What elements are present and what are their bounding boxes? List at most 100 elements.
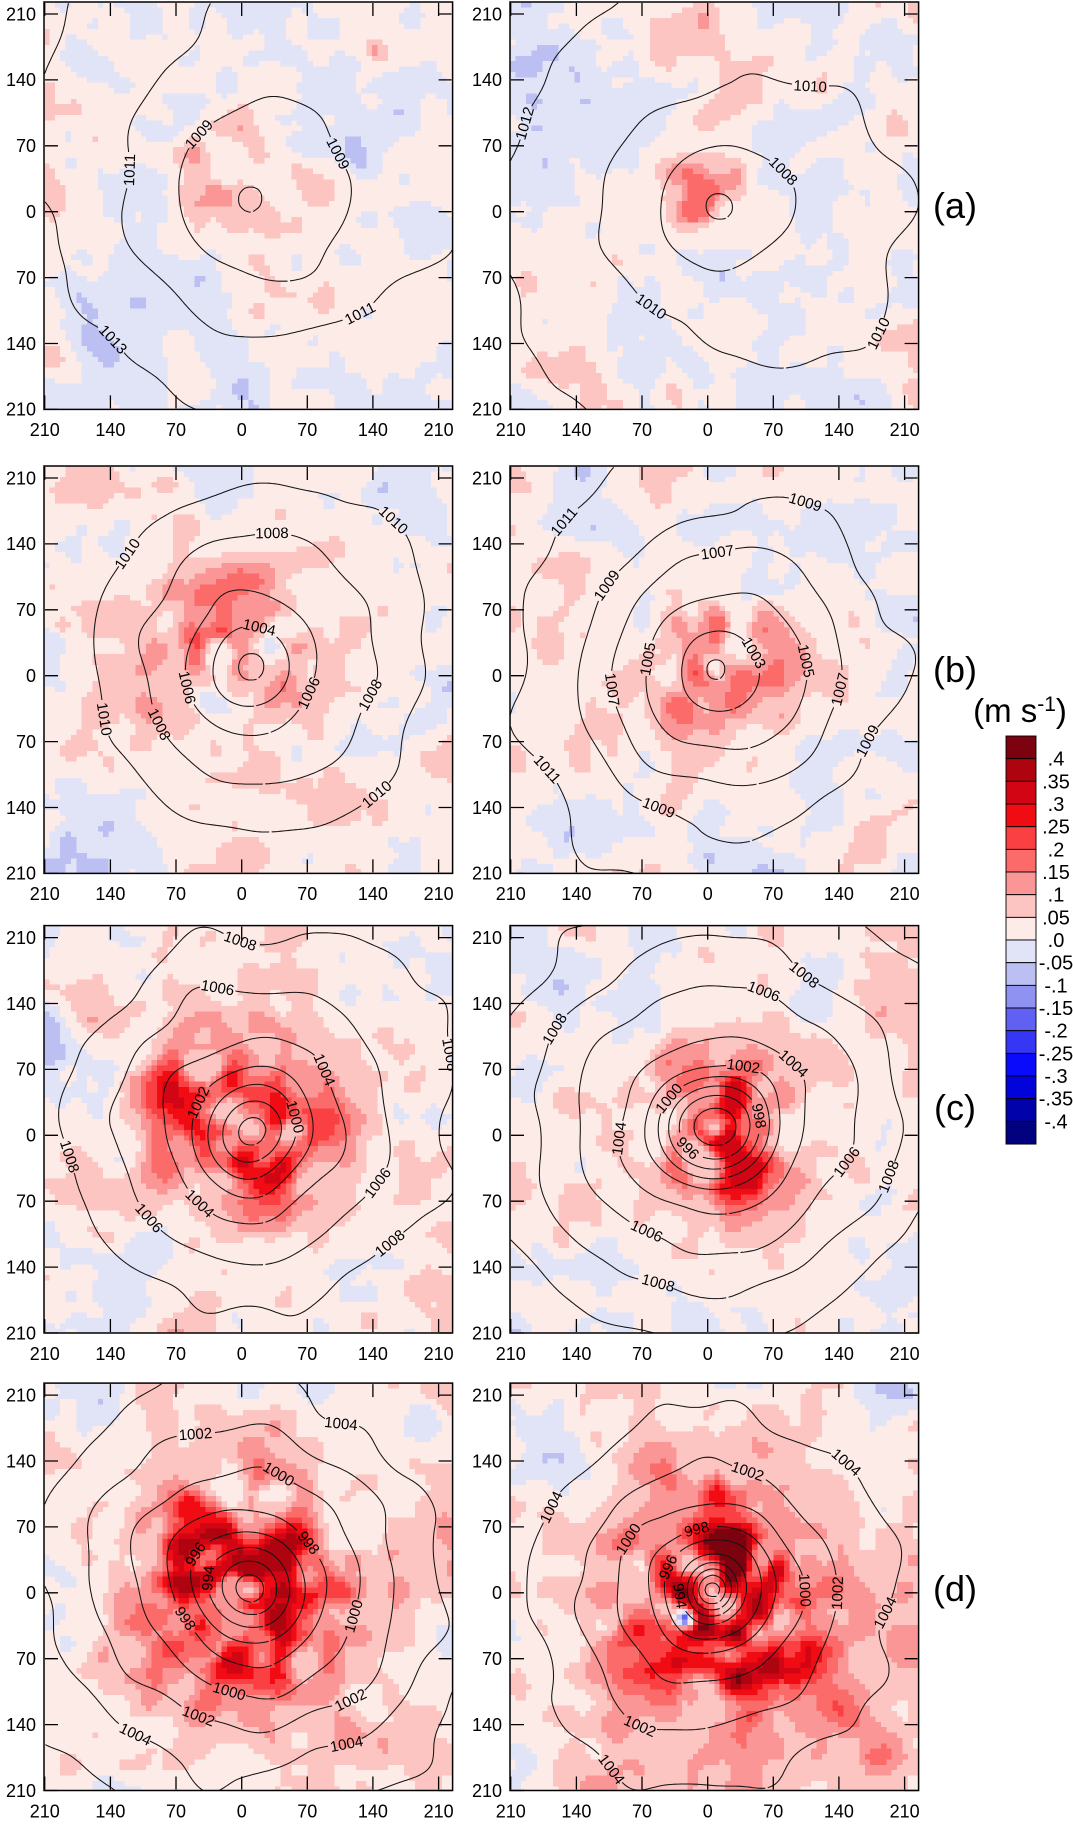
svg-text:140: 140 (561, 1344, 591, 1364)
svg-text:70: 70 (16, 1192, 36, 1212)
svg-text:140: 140 (358, 884, 388, 904)
svg-text:140: 140 (561, 884, 591, 904)
svg-text:70: 70 (482, 600, 502, 620)
svg-text:70: 70 (16, 1060, 36, 1080)
svg-text:70: 70 (16, 268, 36, 288)
svg-text:-.4: -.4 (1044, 1111, 1067, 1133)
svg-text:70: 70 (166, 420, 186, 440)
svg-text:70: 70 (632, 1801, 652, 1820)
svg-text:140: 140 (824, 884, 854, 904)
svg-text:-.05: -.05 (1039, 953, 1073, 975)
svg-text:.35: .35 (1042, 771, 1070, 793)
svg-text:0: 0 (237, 1801, 247, 1820)
svg-text:0: 0 (26, 666, 36, 686)
svg-text:0: 0 (703, 884, 713, 904)
svg-text:210: 210 (472, 928, 502, 948)
svg-text:210: 210 (496, 420, 526, 440)
svg-text:140: 140 (95, 1344, 125, 1364)
svg-text:140: 140 (6, 534, 36, 554)
svg-text:140: 140 (358, 420, 388, 440)
svg-text:1002: 1002 (829, 1576, 847, 1610)
svg-text:70: 70 (16, 732, 36, 752)
svg-text:140: 140 (472, 534, 502, 554)
svg-text:70: 70 (297, 420, 317, 440)
svg-text:-.25: -.25 (1039, 1043, 1073, 1065)
svg-text:210: 210 (30, 420, 60, 440)
svg-text:140: 140 (472, 798, 502, 818)
svg-text:70: 70 (763, 884, 783, 904)
svg-text:140: 140 (824, 1801, 854, 1820)
svg-text:70: 70 (166, 884, 186, 904)
svg-text:140: 140 (472, 1451, 502, 1471)
svg-text:210: 210 (890, 884, 920, 904)
svg-text:70: 70 (16, 1517, 36, 1537)
svg-text:70: 70 (166, 1801, 186, 1820)
svg-text:.2: .2 (1048, 839, 1065, 861)
svg-text:70: 70 (482, 1517, 502, 1537)
svg-text:70: 70 (763, 1801, 783, 1820)
svg-text:210: 210 (30, 1801, 60, 1820)
svg-text:70: 70 (482, 1649, 502, 1669)
svg-text:0: 0 (492, 1126, 502, 1146)
svg-text:70: 70 (166, 1344, 186, 1364)
svg-text:0: 0 (703, 1801, 713, 1820)
svg-text:-.35: -.35 (1039, 1089, 1073, 1111)
svg-text:(b): (b) (933, 649, 977, 690)
svg-text:210: 210 (6, 400, 36, 420)
svg-text:1006: 1006 (200, 977, 236, 1000)
svg-text:.25: .25 (1042, 817, 1070, 839)
svg-text:140: 140 (824, 420, 854, 440)
svg-text:1005: 1005 (637, 641, 660, 677)
svg-text:210: 210 (472, 1323, 502, 1343)
svg-text:994: 994 (199, 1565, 218, 1591)
svg-text:-.2: -.2 (1044, 1021, 1067, 1043)
svg-text:210: 210 (472, 400, 502, 420)
svg-text:-.1: -.1 (1044, 975, 1067, 997)
svg-text:1007: 1007 (700, 542, 735, 563)
svg-text:1004: 1004 (323, 1414, 358, 1434)
svg-text:140: 140 (358, 1344, 388, 1364)
svg-text:210: 210 (6, 468, 36, 488)
svg-text:210: 210 (472, 1385, 502, 1405)
svg-text:70: 70 (297, 884, 317, 904)
svg-text:210: 210 (472, 468, 502, 488)
svg-text:210: 210 (496, 884, 526, 904)
svg-text:1008: 1008 (255, 525, 289, 543)
svg-text:1007: 1007 (601, 672, 622, 707)
svg-text:140: 140 (472, 334, 502, 354)
svg-text:210: 210 (30, 1344, 60, 1364)
svg-text:70: 70 (16, 1649, 36, 1669)
svg-text:0: 0 (703, 420, 713, 440)
svg-text:0: 0 (26, 202, 36, 222)
svg-text:210: 210 (6, 1781, 36, 1801)
svg-text:70: 70 (482, 268, 502, 288)
svg-text:994: 994 (669, 1582, 690, 1609)
svg-text:70: 70 (482, 1060, 502, 1080)
svg-text:0: 0 (237, 884, 247, 904)
svg-text:0: 0 (492, 666, 502, 686)
svg-text:140: 140 (6, 1715, 36, 1735)
svg-text:210: 210 (6, 864, 36, 884)
svg-text:210: 210 (6, 1385, 36, 1405)
svg-text:210: 210 (6, 928, 36, 948)
svg-text:70: 70 (763, 1344, 783, 1364)
svg-text:140: 140 (824, 1344, 854, 1364)
svg-text:(c): (c) (934, 1087, 976, 1128)
svg-text:140: 140 (6, 1451, 36, 1471)
svg-text:1010: 1010 (93, 701, 115, 737)
svg-text:140: 140 (6, 1257, 36, 1277)
svg-text:1010: 1010 (793, 77, 827, 96)
svg-text:140: 140 (358, 1801, 388, 1820)
svg-text:140: 140 (472, 1715, 502, 1735)
svg-text:210: 210 (472, 4, 502, 24)
svg-text:140: 140 (561, 1801, 591, 1820)
svg-text:140: 140 (95, 884, 125, 904)
svg-text:998: 998 (683, 1519, 711, 1542)
svg-text:(a): (a) (933, 185, 977, 226)
svg-text:.0: .0 (1048, 930, 1065, 952)
svg-text:140: 140 (95, 420, 125, 440)
svg-text:210: 210 (890, 1344, 920, 1364)
svg-text:70: 70 (297, 1344, 317, 1364)
svg-text:0: 0 (492, 1583, 502, 1603)
svg-text:1002: 1002 (178, 1425, 212, 1444)
